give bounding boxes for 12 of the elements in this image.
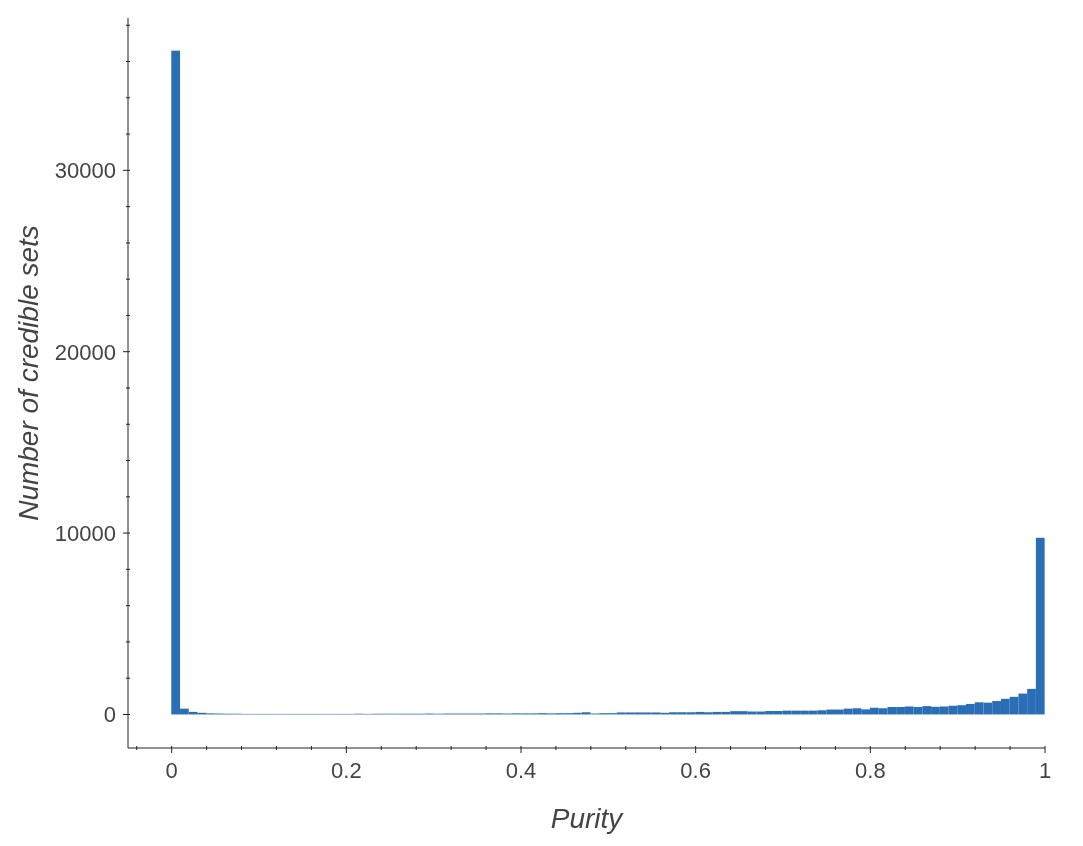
x-tick-label: 0.2	[331, 758, 362, 783]
y-tick-label: 10000	[54, 521, 116, 547]
x-tick-label: 0.6	[680, 758, 711, 783]
x-axis-title: Purity	[550, 803, 625, 834]
y-tick-label: 20000	[54, 339, 116, 365]
x-tick-label: 0.8	[855, 758, 886, 783]
x-tick-label: 0	[165, 758, 178, 783]
y-tick-label: 30000	[54, 158, 116, 184]
x-tick-label: 1	[1038, 758, 1052, 783]
y-tick-label: 0	[103, 702, 116, 728]
y-axis-title: Number of credible sets	[12, 225, 44, 521]
x-tick-label: 0.4	[505, 758, 537, 783]
